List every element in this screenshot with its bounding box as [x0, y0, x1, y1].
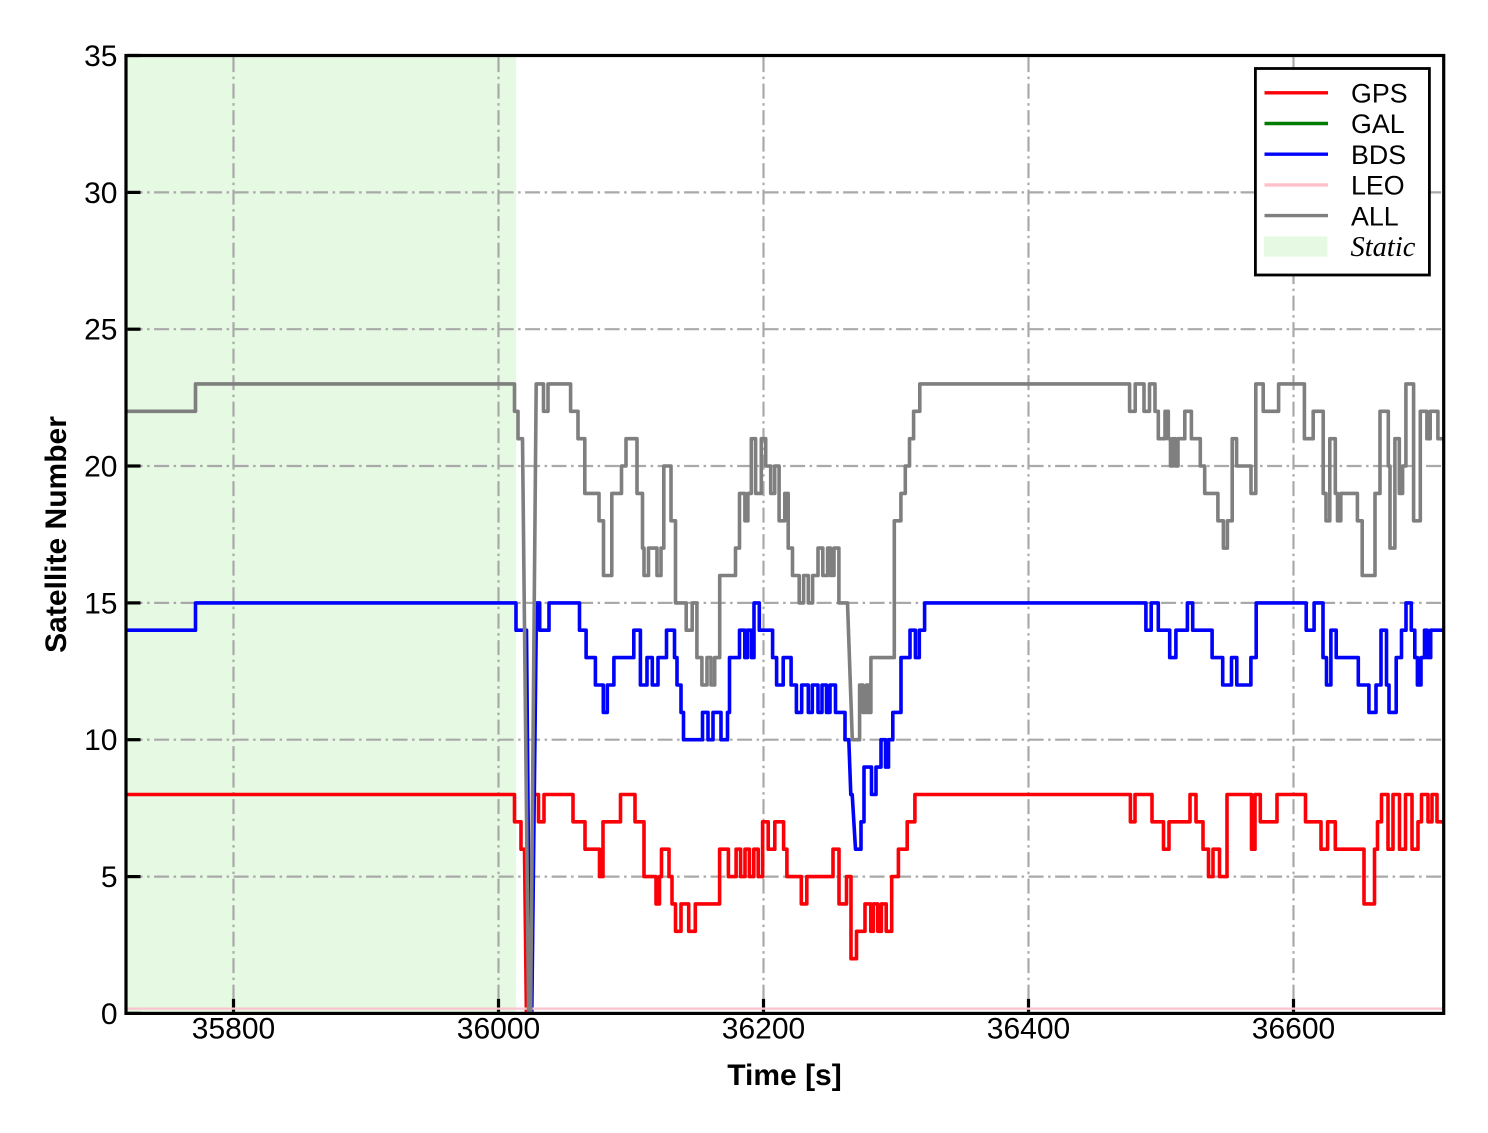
- svg-text:Time [s]: Time [s]: [727, 1059, 841, 1092]
- svg-text:ALL: ALL: [1351, 201, 1399, 231]
- svg-text:0: 0: [101, 998, 118, 1031]
- svg-text:BDS: BDS: [1351, 140, 1406, 170]
- svg-text:20: 20: [84, 451, 117, 484]
- svg-text:10: 10: [84, 724, 117, 757]
- svg-text:GPS: GPS: [1351, 79, 1408, 109]
- svg-text:35: 35: [84, 40, 117, 73]
- svg-text:30: 30: [84, 177, 117, 210]
- svg-text:36400: 36400: [987, 1013, 1070, 1046]
- svg-text:Static: Static: [1351, 232, 1416, 263]
- svg-text:Satellite Number: Satellite Number: [40, 416, 73, 653]
- svg-text:5: 5: [101, 861, 118, 894]
- svg-text:LEO: LEO: [1351, 171, 1405, 201]
- svg-text:36200: 36200: [722, 1013, 805, 1046]
- svg-text:35800: 35800: [192, 1013, 275, 1046]
- svg-text:25: 25: [84, 314, 117, 347]
- svg-text:GAL: GAL: [1351, 109, 1405, 139]
- svg-text:15: 15: [84, 587, 117, 620]
- svg-text:36000: 36000: [457, 1013, 540, 1046]
- svg-text:36600: 36600: [1252, 1013, 1335, 1046]
